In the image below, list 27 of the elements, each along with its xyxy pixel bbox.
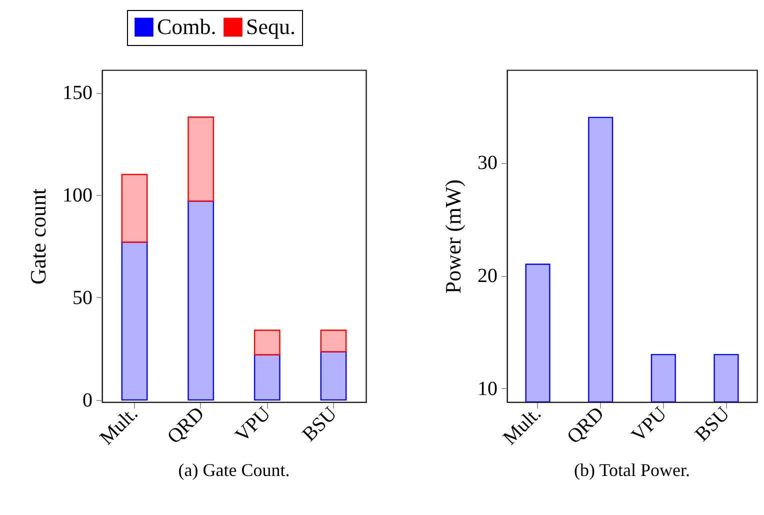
bar (320, 330, 347, 352)
y-axis-title: Power (mW) (440, 179, 466, 294)
bar (254, 330, 280, 356)
bar (121, 242, 148, 401)
legend-label: Sequ. (246, 14, 296, 40)
x-tick-label: VPU (627, 402, 672, 447)
bar (188, 200, 214, 401)
bar (254, 354, 280, 401)
y-tick-label: 10 (478, 378, 498, 400)
x-tick-label: Mult. (96, 402, 142, 450)
x-tick-label: Mult. (498, 402, 546, 450)
y-tick-label: 150 (62, 82, 92, 104)
y-tick-label: 20 (478, 265, 498, 288)
y-axis-title: Gate count (26, 188, 50, 284)
text: (b) Total Power. (574, 460, 690, 480)
x-tick-label: QRD (163, 402, 209, 448)
x-tick-label: QRD (562, 402, 608, 448)
y-tick-label: 0 (82, 389, 92, 412)
bar (320, 351, 347, 401)
bar (121, 174, 148, 243)
text: (a) Gate Count. (178, 460, 290, 480)
y-tick-label: 30 (478, 152, 498, 174)
y-tick-label: 100 (62, 184, 92, 207)
y-tick-label: 50 (72, 286, 92, 309)
x-tick-label: VPU (231, 402, 276, 447)
bar (188, 116, 214, 202)
legend-label: Comb. (157, 14, 216, 40)
